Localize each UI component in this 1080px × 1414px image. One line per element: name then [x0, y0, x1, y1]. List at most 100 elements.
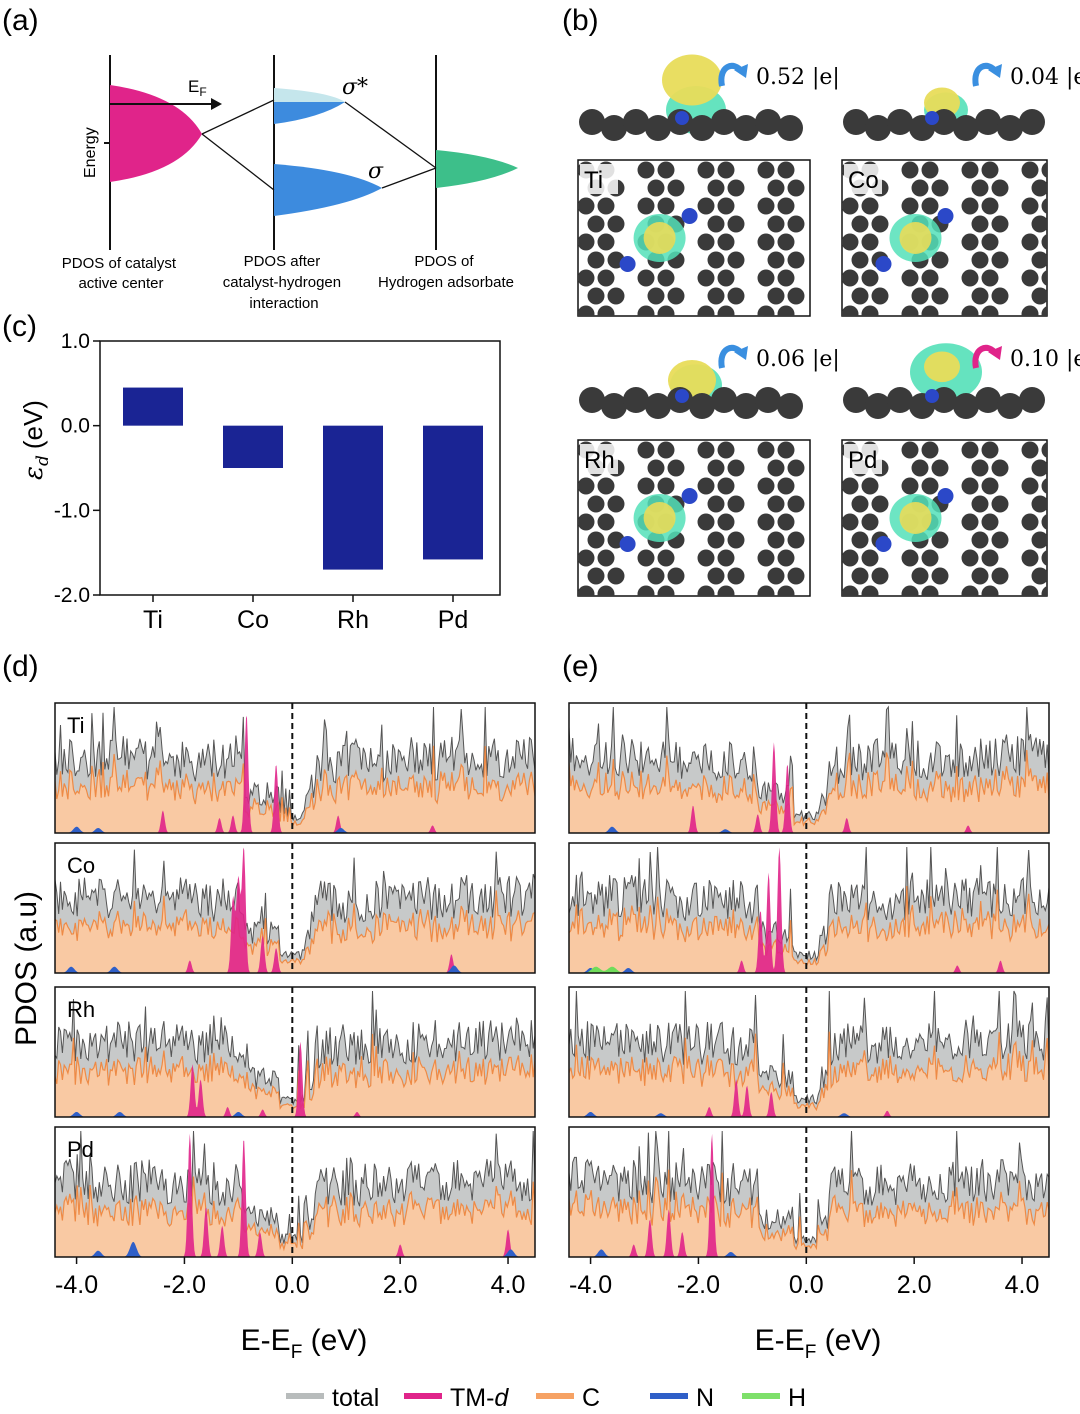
pdos-subplot-pd: Pd — [54, 1126, 536, 1258]
carbon-atom — [597, 549, 615, 567]
carbon-atom — [757, 441, 775, 459]
carbon-atom — [911, 179, 929, 197]
carbon-atom — [1021, 477, 1039, 495]
total-dos-line — [569, 705, 1049, 822]
carbon-atom — [657, 477, 675, 495]
carbon-atom — [931, 567, 949, 585]
x-tick-label: 4.0 — [1005, 1271, 1040, 1299]
carbon-atom — [961, 477, 979, 495]
carbon-atom — [667, 567, 685, 585]
carbon-atom — [1041, 550, 1047, 566]
carbon-atom — [657, 585, 675, 596]
carbon-atom — [597, 305, 615, 316]
structure-ti: 0.52 |e| Ti — [577, 54, 840, 317]
x-tick-label: 2.0 — [897, 1271, 932, 1299]
yellow-isosurface — [899, 222, 932, 254]
carbon-atom — [707, 459, 725, 477]
arrow-head-icon — [734, 64, 748, 78]
carbon-atom — [787, 215, 805, 233]
carbon-atom — [981, 441, 999, 459]
carbon-atom — [697, 585, 715, 596]
carbon-atom — [901, 161, 919, 179]
carbon-atom — [757, 161, 775, 179]
carbon-atom — [697, 197, 715, 215]
carbon-atom — [1052, 460, 1069, 477]
c-dos-area — [55, 1033, 535, 1117]
c-dos-line — [55, 890, 535, 966]
carbon-atom — [767, 287, 785, 305]
carbon-atom — [1041, 586, 1047, 596]
carbon-atom — [667, 459, 685, 477]
panel-label-a: (a) — [2, 4, 39, 37]
carbon-atom — [1041, 442, 1047, 458]
carbon-atom — [1031, 287, 1047, 305]
carbon-atom — [757, 513, 775, 531]
carbon-atom — [991, 531, 1009, 549]
carbon-atom — [991, 215, 1009, 233]
carbon-atom — [757, 585, 775, 596]
top-view: Co — [841, 159, 1048, 317]
bar-ti — [123, 387, 183, 426]
carbon-atom — [1041, 478, 1047, 494]
carbon-atom — [842, 305, 859, 316]
carbon-atom — [1021, 269, 1039, 287]
legend-item-total: total — [286, 1384, 379, 1412]
c-dos-area — [569, 886, 1049, 973]
carbon-atom — [865, 115, 891, 141]
carbon-atom — [921, 585, 939, 596]
carbon-atom — [981, 585, 999, 596]
carbon-atom — [975, 387, 1001, 413]
carbon-atom — [777, 549, 795, 567]
metal-label: Rh — [67, 997, 95, 1022]
c-dos-line — [55, 1176, 535, 1252]
bar-rh — [323, 425, 383, 570]
x-tick-label: Pd — [438, 606, 469, 634]
x-tick-label: 0.0 — [275, 1271, 310, 1299]
pdos-traces — [55, 847, 535, 973]
subplot-frame — [54, 1126, 536, 1258]
total-dos-line — [55, 706, 535, 822]
pdos-traces — [55, 990, 535, 1117]
carbon-atom — [871, 287, 889, 305]
pdos-subplot — [568, 986, 1050, 1118]
carbon-atom — [861, 513, 879, 531]
nitrogen-atom — [681, 488, 698, 504]
subplot-frame — [54, 842, 536, 974]
carbon-atom — [767, 179, 785, 197]
carbon-atom — [961, 441, 979, 459]
carbon-atom — [981, 549, 999, 567]
x-tick-label: -4.0 — [55, 1271, 98, 1299]
x-axis-label-e: E-EF (eV) — [755, 1324, 882, 1363]
subplot-frame — [568, 702, 1050, 834]
energy-axis-label: Energy — [82, 127, 99, 178]
yellow-isosurface — [924, 87, 960, 119]
carbon-atom — [587, 567, 605, 585]
carbon-atom — [787, 531, 805, 549]
carbon-atom — [777, 585, 795, 596]
carbon-atom — [971, 215, 989, 233]
carbon-atom — [755, 387, 781, 413]
carbon-atom — [861, 585, 879, 596]
carbon-atom — [767, 495, 785, 513]
carbon-atom — [921, 305, 939, 316]
carbon-atom — [861, 477, 879, 495]
pdos-traces — [569, 705, 1049, 833]
carbon-atom — [787, 287, 805, 305]
carbon-atom — [842, 585, 859, 596]
carbon-atom — [637, 441, 655, 459]
pdos-traces — [569, 1130, 1049, 1257]
carbon-atom — [597, 233, 615, 251]
carbon-atom — [757, 233, 775, 251]
orbital-interaction-diagram: EF Energy σ* σ PDOS of catalyst active c… — [62, 55, 518, 312]
carbon-atom — [961, 549, 979, 567]
total-dos-line — [55, 1130, 535, 1244]
carbon-atom — [727, 251, 745, 269]
nitrogen-atom — [619, 256, 636, 272]
carbon-atom — [981, 269, 999, 287]
x-tick-label: 4.0 — [491, 1271, 526, 1299]
sigma-bonding-lobe — [274, 164, 382, 216]
pdos-subplot — [568, 702, 1050, 834]
carbon-atom — [689, 115, 715, 141]
metal-label: Ti — [67, 713, 85, 738]
